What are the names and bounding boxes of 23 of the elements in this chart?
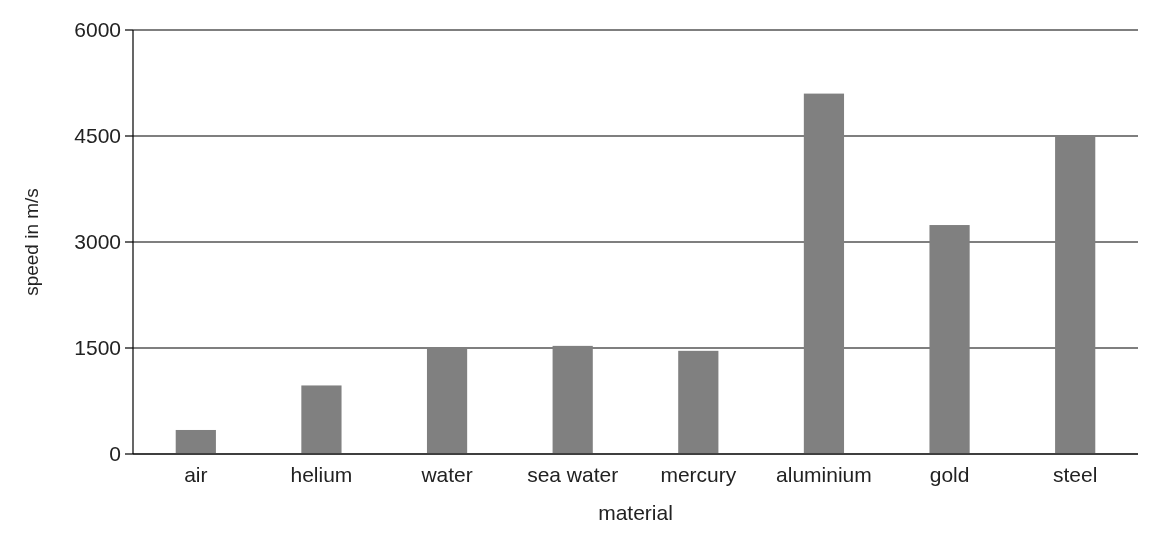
bar — [929, 225, 970, 454]
x-tick-label: sea water — [527, 463, 619, 486]
x-tick-label: gold — [929, 463, 970, 486]
bar — [301, 385, 342, 454]
x-tick-label: aluminium — [776, 463, 872, 486]
y-tick-label: 6000 — [74, 18, 121, 42]
y-axis-title: speed in m/s — [21, 188, 42, 296]
y-tick-label: 1500 — [74, 336, 121, 360]
bar — [175, 429, 216, 454]
bar — [678, 350, 719, 454]
x-axis-title: material — [598, 501, 673, 524]
y-tick-label: 4500 — [74, 124, 121, 148]
x-tick-label: steel — [1053, 463, 1098, 486]
y-tick-label: 3000 — [74, 230, 121, 254]
x-tick-label: water — [420, 463, 473, 486]
x-tick-label: helium — [290, 463, 353, 486]
bar — [552, 345, 593, 454]
bar — [426, 348, 468, 454]
x-tick-label: mercury — [660, 463, 737, 486]
bar — [803, 93, 845, 454]
x-tick-label: air — [184, 463, 208, 486]
bar — [1055, 136, 1096, 454]
y-tick-label: 0 — [109, 442, 121, 466]
